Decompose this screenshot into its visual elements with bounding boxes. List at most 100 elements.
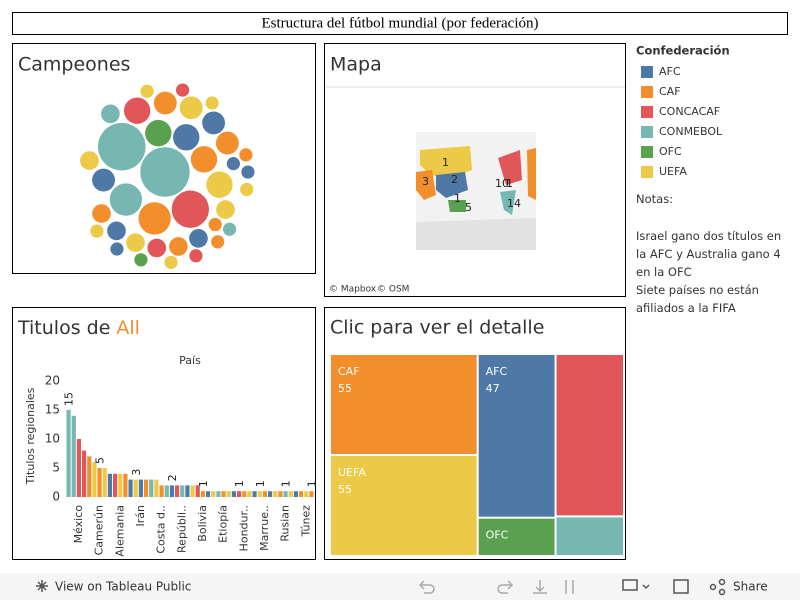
x-tick-label: Costa d.. bbox=[155, 505, 168, 554]
legend-label: AFC bbox=[659, 65, 681, 78]
bubble bbox=[110, 242, 124, 256]
x-axis-title: País bbox=[179, 354, 201, 367]
download-icon[interactable] bbox=[622, 579, 638, 591]
bar bbox=[206, 491, 211, 497]
bar bbox=[257, 491, 262, 497]
bar bbox=[185, 485, 190, 497]
map bbox=[416, 132, 536, 250]
x-tick-label: Etiopía bbox=[217, 505, 230, 543]
cell-value: 55 bbox=[338, 483, 352, 496]
bar bbox=[309, 491, 314, 497]
redo-icon[interactable] bbox=[497, 580, 514, 594]
bubble bbox=[97, 122, 146, 171]
bubble bbox=[206, 171, 233, 198]
treemap-cell bbox=[478, 518, 555, 555]
bubble bbox=[175, 83, 190, 97]
bar bbox=[195, 485, 200, 497]
legend-label: CAF bbox=[659, 85, 681, 98]
map-label: 14 bbox=[507, 197, 521, 210]
bar bbox=[159, 485, 164, 497]
bar bbox=[107, 473, 112, 497]
bubble bbox=[190, 146, 218, 173]
view-link[interactable]: View on Tableau Public bbox=[55, 580, 191, 594]
bubble bbox=[211, 235, 225, 249]
bar bbox=[226, 491, 231, 497]
y-tick-label: 0 bbox=[52, 490, 60, 504]
note: Siete países no están afiliados a la FIF… bbox=[636, 283, 759, 315]
attribution: © Mapbox bbox=[329, 285, 377, 295]
bar bbox=[87, 456, 92, 497]
map-label: 1 bbox=[454, 192, 461, 205]
view-button[interactable]: View on Tableau Public bbox=[36, 580, 191, 594]
bar bbox=[237, 491, 242, 497]
y-tick-label: 5 bbox=[52, 461, 60, 475]
bubble bbox=[145, 119, 172, 147]
data-label: 15 bbox=[63, 392, 76, 406]
treemap-cell bbox=[556, 355, 623, 516]
bar bbox=[76, 439, 81, 497]
bubble bbox=[171, 190, 209, 228]
share-button[interactable]: Share bbox=[733, 580, 768, 594]
map-label: 3 bbox=[422, 175, 429, 188]
panel-title: Clic para ver el detalle bbox=[330, 317, 544, 339]
land bbox=[500, 190, 516, 215]
toolbar-icons bbox=[418, 580, 574, 594]
antarctica bbox=[416, 218, 536, 250]
bubble bbox=[147, 238, 167, 258]
x-tick-label: Marrue.. bbox=[258, 505, 271, 551]
bar bbox=[175, 485, 180, 497]
legend-swatch bbox=[641, 126, 653, 138]
x-tick-label: Camerún bbox=[93, 505, 106, 555]
bar bbox=[71, 415, 76, 497]
data-label: 1 bbox=[197, 480, 210, 487]
bar bbox=[102, 468, 107, 497]
legend-swatch bbox=[641, 66, 653, 78]
bar bbox=[190, 485, 195, 497]
bubble bbox=[169, 237, 188, 256]
legend-label: CONCACAF bbox=[659, 105, 720, 118]
share-icon[interactable] bbox=[718, 578, 726, 586]
map-label: 1 bbox=[442, 156, 449, 169]
panel-title: Mapa bbox=[330, 54, 382, 76]
bar bbox=[138, 479, 143, 497]
bar bbox=[66, 410, 71, 497]
legend-swatch bbox=[641, 86, 653, 98]
land bbox=[498, 150, 522, 185]
pause-icon[interactable] bbox=[565, 580, 574, 594]
map-label: 10 bbox=[495, 177, 509, 190]
bar bbox=[304, 491, 309, 497]
bar bbox=[123, 473, 128, 497]
cell-value: 55 bbox=[338, 382, 352, 395]
bubble bbox=[216, 200, 235, 219]
share-icon[interactable] bbox=[718, 588, 726, 596]
bar bbox=[82, 450, 87, 497]
bar bbox=[128, 479, 133, 497]
bar bbox=[262, 491, 267, 497]
panel bbox=[12, 307, 316, 560]
bar bbox=[273, 491, 278, 497]
bar bbox=[113, 473, 118, 497]
bubble bbox=[189, 229, 208, 248]
bar bbox=[242, 491, 247, 497]
data-label: 5 bbox=[94, 457, 107, 464]
x-tick-label: Rusian bbox=[279, 505, 292, 542]
undo-icon[interactable] bbox=[418, 580, 435, 594]
fullscreen-icon[interactable] bbox=[673, 579, 689, 594]
data-label: 1 bbox=[254, 480, 267, 487]
bar bbox=[283, 491, 288, 497]
land bbox=[448, 200, 466, 212]
share-icon[interactable] bbox=[709, 583, 717, 591]
toolbar-icons-active bbox=[622, 578, 726, 596]
notes-title: Notas: bbox=[636, 192, 674, 206]
treemap-cell bbox=[331, 456, 477, 555]
revert-icon[interactable] bbox=[533, 580, 547, 594]
x-tick-label: Repúbli.. bbox=[175, 505, 188, 553]
bubble bbox=[179, 96, 203, 120]
bubble bbox=[215, 131, 239, 155]
cell-label: UEFA bbox=[338, 466, 366, 479]
dropdown-icon[interactable] bbox=[642, 584, 650, 590]
bar bbox=[288, 491, 293, 497]
